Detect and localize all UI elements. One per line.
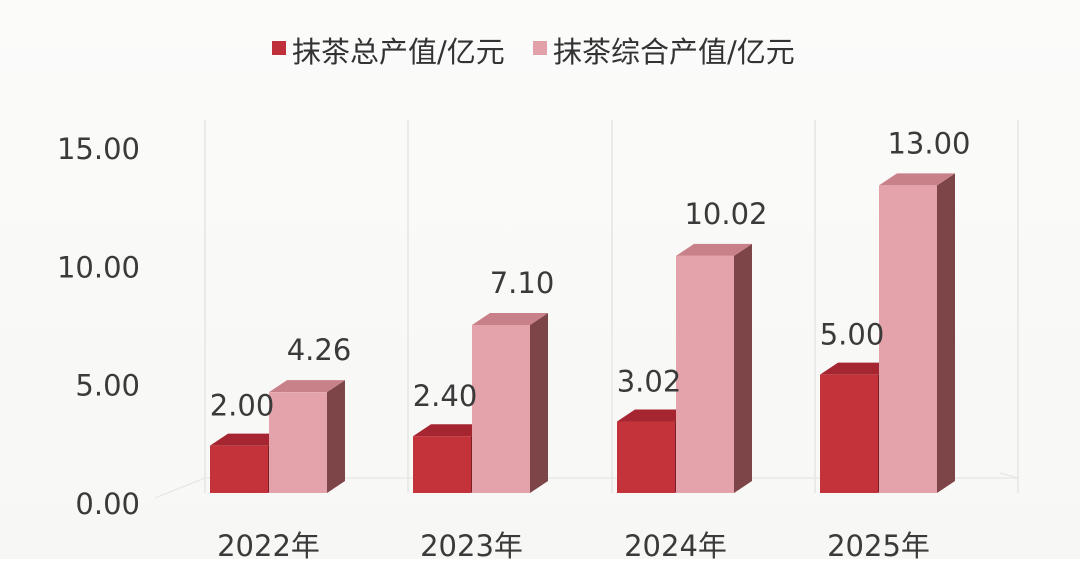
floor-line (154, 472, 1019, 499)
bar-top (210, 433, 286, 446)
data-label: 13.00 (887, 126, 970, 160)
bar-front (676, 255, 734, 493)
bar-comprehensive-output (879, 173, 955, 494)
data-label: 4.26 (287, 333, 352, 367)
bar-front (879, 185, 937, 494)
bar-side (734, 243, 752, 493)
bar-side (530, 312, 548, 493)
bar-top (269, 380, 345, 393)
data-label: 5.00 (820, 318, 885, 352)
bar-comprehensive-output (676, 243, 752, 493)
legend-label-series-2: 抹茶综合产值/亿元 (553, 35, 795, 69)
data-label: 10.02 (684, 197, 767, 231)
legend-swatch-series-2 (533, 41, 547, 55)
bar-comprehensive-output (269, 380, 345, 493)
bar-side (327, 380, 345, 493)
bar-top (617, 409, 693, 422)
data-label: 2.40 (413, 379, 478, 413)
y-tick-label: 5.00 (75, 369, 140, 403)
bar-top (676, 243, 752, 256)
x-axis-ticks: 2022年 2023年 2024年 2025年 (217, 529, 930, 563)
x-tick-label: 2024年 (624, 529, 727, 559)
bar-top (413, 424, 489, 437)
data-label: 3.02 (617, 365, 682, 399)
legend-label-series-1: 抹茶总产值/亿元 (292, 35, 505, 69)
grid (154, 120, 1019, 499)
y-axis-ticks: 0.00 5.00 10.00 15.00 (57, 132, 140, 521)
legend-swatch-series-1 (272, 41, 286, 55)
x-tick-label: 2025年 (827, 529, 930, 559)
bars (210, 173, 955, 494)
bar-front (820, 374, 878, 493)
bar-top (820, 362, 896, 375)
x-tick-label: 2022年 (217, 529, 320, 559)
bar-top (472, 312, 548, 325)
bar-front (269, 392, 327, 493)
data-labels: 2.00 4.26 2.40 7.10 3.02 10.02 5.00 13.00 (210, 126, 971, 422)
bar-comprehensive-output (472, 312, 548, 493)
bar-front (413, 436, 471, 493)
bar-top (879, 173, 955, 186)
bar-front (472, 324, 530, 493)
bar-front (210, 445, 268, 493)
x-tick-label: 2023年 (420, 529, 523, 559)
data-label: 7.10 (490, 266, 555, 300)
data-label: 2.00 (210, 389, 275, 423)
bar-side (937, 173, 955, 494)
bar-front (617, 421, 675, 493)
y-tick-label: 10.00 (57, 250, 140, 284)
legend: 抹茶总产值/亿元 抹茶综合产值/亿元 (272, 35, 795, 69)
y-tick-label: 0.00 (75, 487, 140, 521)
y-tick-label: 15.00 (57, 132, 140, 166)
